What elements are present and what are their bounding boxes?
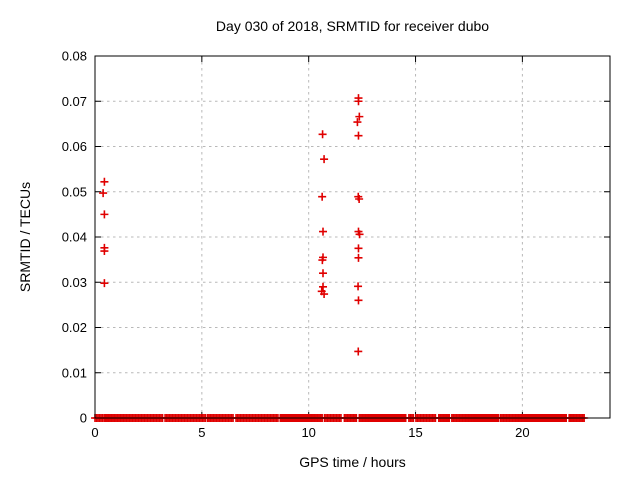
data-point-marker bbox=[354, 253, 363, 262]
data-point-marker bbox=[100, 177, 109, 186]
data-point-marker bbox=[319, 227, 328, 236]
data-point-marker bbox=[100, 247, 109, 256]
data-point-marker bbox=[320, 155, 329, 164]
data-point-marker bbox=[354, 296, 363, 305]
y-tick-label: 0 bbox=[80, 411, 87, 426]
y-tick-label: 0.01 bbox=[62, 365, 87, 380]
x-tick-label: 20 bbox=[515, 425, 529, 440]
data-point-marker bbox=[355, 112, 364, 121]
data-point-marker bbox=[354, 131, 363, 140]
x-tick-label: 15 bbox=[408, 425, 422, 440]
chart-title: Day 030 of 2018, SRMTID for receiver dub… bbox=[215, 18, 490, 34]
data-point-marker bbox=[100, 279, 109, 288]
x-tick-label: 0 bbox=[91, 425, 98, 440]
data-point-marker bbox=[319, 282, 328, 291]
y-tick-label: 0.05 bbox=[62, 184, 87, 199]
y-tick-label: 0.02 bbox=[62, 320, 87, 335]
y-tick-label: 0.07 bbox=[62, 94, 87, 109]
y-tick-label: 0.04 bbox=[62, 230, 87, 245]
data-point-marker bbox=[318, 130, 327, 139]
data-point-marker bbox=[355, 194, 364, 203]
y-tick-label: 0.06 bbox=[62, 139, 87, 154]
data-point-marker bbox=[354, 97, 363, 106]
data-point-marker bbox=[319, 269, 328, 278]
data-point-marker bbox=[318, 192, 327, 201]
data-point-marker bbox=[355, 230, 364, 239]
data-point-marker bbox=[320, 290, 329, 299]
data-point-marker bbox=[99, 189, 108, 198]
x-axis-label: GPS time / hours bbox=[299, 454, 406, 470]
y-tick-label: 0.03 bbox=[62, 275, 87, 290]
x-tick-label: 5 bbox=[198, 425, 205, 440]
y-tick-label: 0.08 bbox=[62, 49, 87, 64]
plot-border bbox=[94, 55, 611, 419]
data-point-marker bbox=[354, 244, 363, 253]
data-point-marker bbox=[318, 256, 327, 265]
data-point-marker bbox=[100, 210, 109, 219]
data-point-marker bbox=[354, 347, 363, 356]
data-point-marker bbox=[354, 282, 363, 291]
x-tick-label: 10 bbox=[301, 425, 315, 440]
data-point-marker bbox=[353, 118, 362, 127]
